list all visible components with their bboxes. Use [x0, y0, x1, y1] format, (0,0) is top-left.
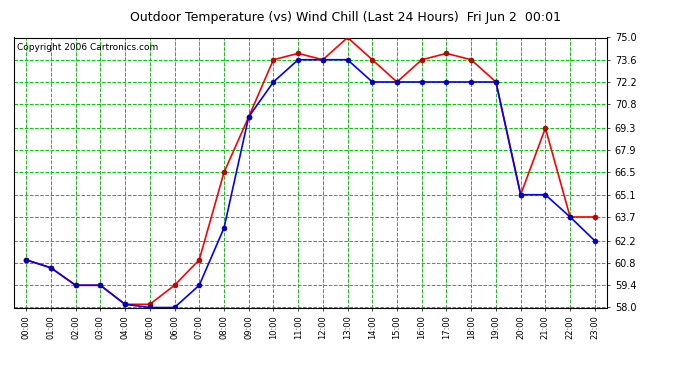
Text: Outdoor Temperature (vs) Wind Chill (Last 24 Hours)  Fri Jun 2  00:01: Outdoor Temperature (vs) Wind Chill (Las… [130, 11, 560, 24]
Text: Copyright 2006 Cartronics.com: Copyright 2006 Cartronics.com [17, 43, 158, 52]
